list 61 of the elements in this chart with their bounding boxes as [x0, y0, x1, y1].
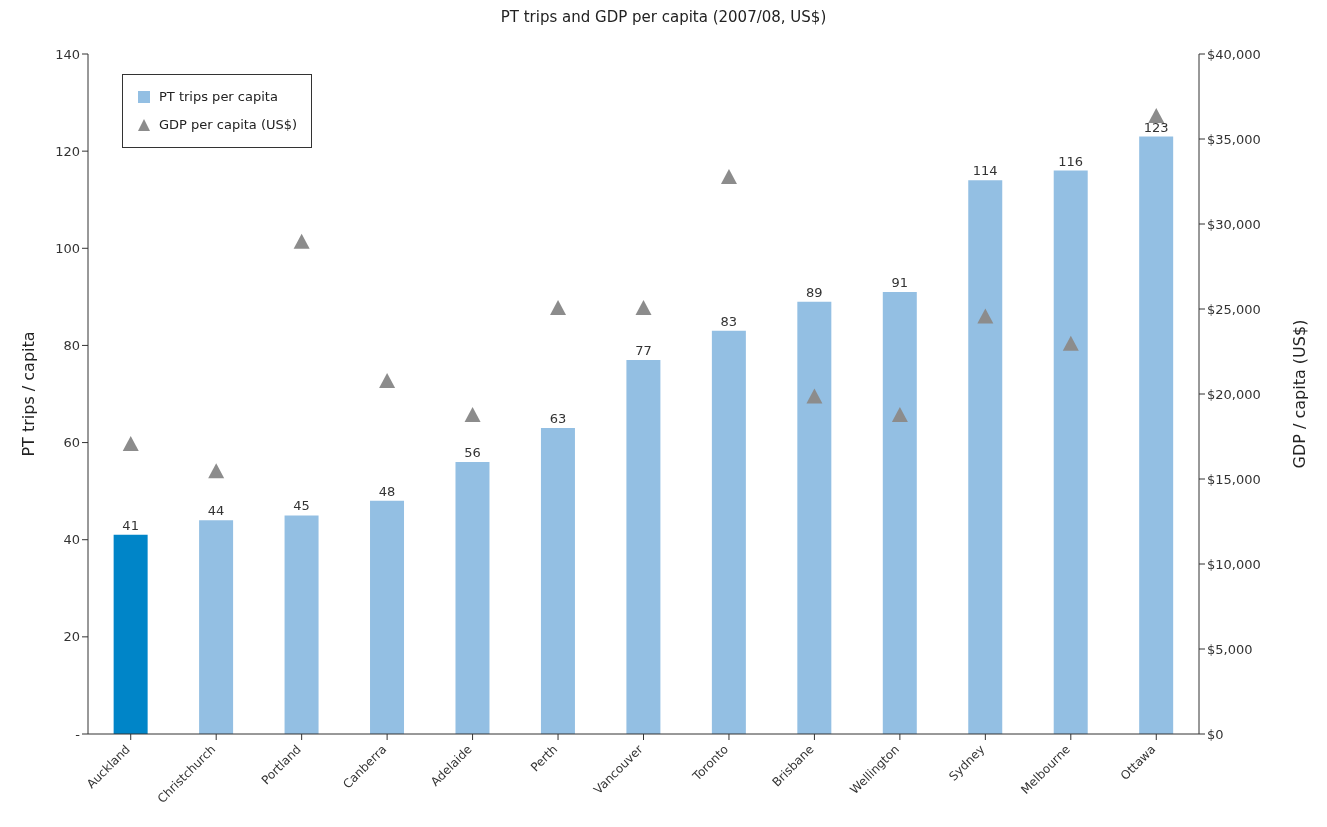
bar: [626, 360, 661, 734]
data-label: 123: [1143, 119, 1169, 135]
point: [293, 233, 310, 249]
point: [635, 300, 652, 315]
y2-axis-title: GDP / capita (US$): [1289, 319, 1309, 469]
y2-tick-label: $20,000: [1207, 386, 1261, 402]
point: [720, 169, 737, 185]
y2-tick-label: $25,000: [1207, 301, 1261, 317]
point: [891, 407, 908, 423]
data-label: 91: [891, 275, 909, 290]
point: [379, 373, 396, 389]
y2-tick-label: $0: [1207, 726, 1224, 742]
data-label: 77: [635, 343, 652, 358]
y2-tick-label: $35,000: [1207, 131, 1261, 147]
legend-label: PT trips per capita: [159, 88, 278, 106]
y-tick-label: -: [75, 726, 81, 742]
y-tick-label: 80: [63, 338, 80, 354]
bar: [113, 534, 148, 734]
y2-tick-label: $15,000: [1207, 471, 1261, 487]
bar: [540, 428, 575, 734]
point: [806, 388, 823, 404]
y-tick-label: 140: [55, 46, 80, 62]
y-tick-label: 100: [55, 240, 80, 256]
data-label: 114: [972, 163, 998, 179]
data-label: 83: [720, 313, 738, 329]
data-label: 44: [207, 503, 225, 519]
bar: [455, 462, 490, 734]
data-label: 63: [549, 411, 567, 426]
point: [1062, 335, 1079, 351]
y-axis-title: PT trips / capita: [18, 331, 38, 457]
data-label: 48: [378, 483, 396, 499]
y-tick-label: 60: [63, 435, 80, 451]
data-label: 41: [122, 517, 139, 533]
bar: [882, 292, 917, 734]
bar: [1053, 170, 1088, 734]
y2-tick-label: $30,000: [1207, 216, 1261, 232]
bar: [370, 500, 405, 734]
y-tick-label: 40: [63, 532, 80, 548]
y2-tick-label: $40,000: [1207, 46, 1261, 62]
chart-title: PT trips and GDP per capita (2007/08, US$): [499, 8, 828, 28]
bar: [1139, 136, 1174, 734]
y-tick-label: 20: [63, 629, 80, 645]
point: [208, 463, 225, 479]
y-tick-label: 120: [55, 143, 80, 159]
bar: [968, 180, 1003, 734]
data-label: 89: [806, 284, 823, 300]
point: [464, 407, 481, 423]
point: [550, 300, 567, 315]
bar: [199, 520, 234, 734]
point: [1148, 107, 1165, 123]
legend-label: GDP per capita (US$): [159, 116, 298, 134]
point: [977, 308, 994, 324]
y2-tick-label: $10,000: [1207, 556, 1261, 572]
point: [122, 436, 139, 451]
bar: [284, 515, 319, 734]
data-label: 116: [1058, 153, 1084, 169]
bar: [711, 330, 746, 734]
y2-tick-label: $5,000: [1207, 641, 1253, 657]
bar: [797, 301, 832, 734]
data-label: 56: [464, 445, 481, 460]
data-label: 45: [293, 498, 310, 514]
